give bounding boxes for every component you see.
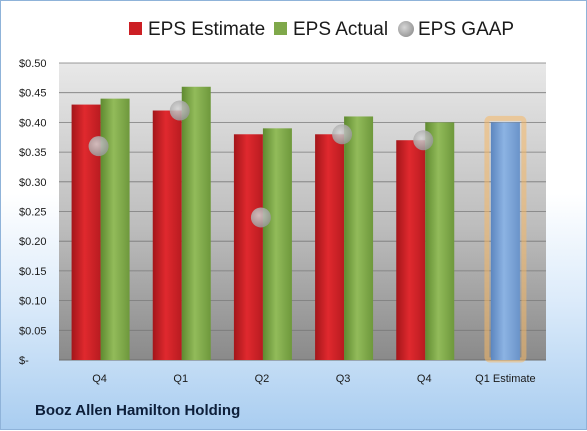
x-tick-label: Q2	[255, 373, 270, 385]
eps-actual-bar	[344, 116, 374, 361]
eps-gaap-point	[250, 207, 271, 228]
y-tick-label: $0.40	[19, 117, 47, 129]
eps-gaap-point	[332, 124, 353, 145]
x-tick-label: Q1 Estimate	[475, 373, 536, 385]
y-tick-label: $0.25	[19, 207, 47, 219]
eps-actual-bar	[425, 122, 455, 361]
eps-estimate-bar	[233, 134, 263, 360]
y-tick-label: $0.20	[19, 236, 47, 248]
eps-gaap-point	[169, 100, 190, 121]
y-tick-label: $0.05	[19, 325, 47, 337]
x-tick-label: Q4	[417, 373, 432, 385]
eps-estimate-bar	[152, 110, 182, 361]
y-tick-label: $0.50	[19, 58, 47, 70]
bars	[71, 86, 527, 363]
eps-actual-bar	[100, 98, 130, 360]
legend-label: EPS Estimate	[148, 19, 265, 40]
grid-lines	[59, 62, 546, 361]
eps-gaap-point	[88, 136, 109, 157]
eps-estimate-bar	[315, 134, 345, 360]
x-tick-label: Q1	[173, 373, 188, 385]
y-tick-label: $0.10	[19, 296, 47, 308]
eps-gaap-point	[413, 130, 434, 151]
x-tick-label: Q3	[336, 373, 351, 385]
axis-ticks: $- $0.05 $0.10 $0.15 $0.20 $0.25 $0.30 $0.35 $0.…	[19, 58, 536, 385]
eps-estimate-bar	[396, 140, 426, 360]
y-tick-label: $0.35	[19, 147, 47, 159]
legend-label: EPS GAAP	[418, 19, 514, 40]
company-name: Booz Allen Hamilton Holding	[35, 402, 241, 419]
legend-label: EPS Actual	[293, 19, 388, 40]
eps-actual-bar	[262, 128, 292, 360]
eps-actual-bar	[181, 86, 211, 360]
next-quarter-estimate-bar	[490, 122, 520, 361]
legend-swatch	[274, 22, 287, 35]
legend: EPS Estimate EPS Actual EPS GAAP	[129, 19, 514, 40]
legend-swatch	[398, 21, 414, 37]
y-tick-label: $-	[19, 355, 29, 367]
x-tick-label: Q4	[92, 373, 107, 385]
y-tick-label: $0.45	[19, 88, 47, 100]
legend-swatch	[129, 22, 142, 35]
y-tick-label: $0.15	[19, 266, 47, 278]
y-tick-label: $0.30	[19, 177, 47, 189]
